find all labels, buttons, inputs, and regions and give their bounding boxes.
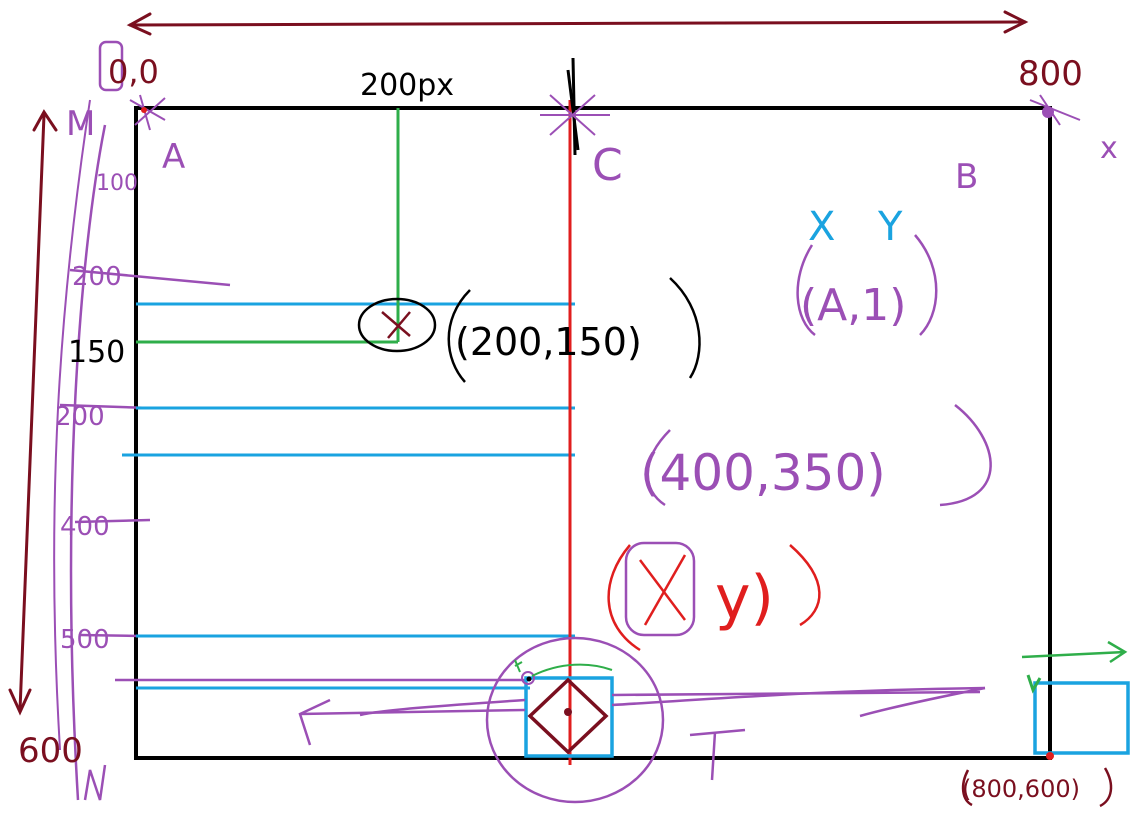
green-guide-lines xyxy=(136,108,400,344)
green-curve-left xyxy=(531,663,613,677)
origin-box xyxy=(98,40,124,92)
paren-left-a xyxy=(796,244,816,336)
coord-400-350-label: (400,350) xyxy=(640,444,886,502)
point-200-150-circle xyxy=(357,297,437,353)
t-mark xyxy=(689,728,746,781)
main-frame xyxy=(134,106,1052,760)
paren-br-left xyxy=(961,769,973,807)
red-paren-left xyxy=(607,544,641,652)
paren-right-200-150 xyxy=(669,277,701,379)
right-x-label: x xyxy=(1100,131,1118,166)
red-x-icon xyxy=(639,554,687,626)
corner-a-dot xyxy=(141,107,147,113)
small-anchor-dot xyxy=(526,676,532,682)
point-b-label: B xyxy=(955,157,978,197)
bottom-left-label: 600 xyxy=(18,731,83,771)
green-check-left xyxy=(514,659,523,673)
origin-label: 0,0 xyxy=(108,53,159,91)
red-y-label: y) xyxy=(715,563,774,633)
paren-left-200-150 xyxy=(447,289,471,383)
xy-x-letter: X xyxy=(808,204,835,250)
top-right-label: 800 xyxy=(1018,54,1083,94)
tick-200a-label: 200 xyxy=(72,262,122,292)
diamond-shape xyxy=(527,677,609,755)
point-a-label: A xyxy=(162,137,185,177)
point-m-label: M xyxy=(66,104,95,144)
tick-400-label: 400 xyxy=(60,512,110,542)
top-width-arrow xyxy=(126,10,1029,36)
tick-200b-label: 200 xyxy=(55,402,105,432)
y-150-label: 150 xyxy=(68,335,125,370)
left-height-arrow xyxy=(8,109,58,716)
xy-y-letter: Y xyxy=(877,204,903,250)
left-purple-curve xyxy=(69,124,107,801)
bottom-right-blue-box xyxy=(1033,681,1130,755)
tick-100-label: 100 xyxy=(96,171,138,196)
star-marker-c xyxy=(540,94,610,136)
red-paren-right xyxy=(789,544,821,627)
paren-right-400-350 xyxy=(939,404,992,507)
x-axis-200px-label: 200px xyxy=(360,68,454,103)
red-x-box xyxy=(624,541,696,637)
paren-left-400-350 xyxy=(646,429,671,507)
bottom-center-circle xyxy=(485,636,665,804)
point-200-150-x-icon xyxy=(381,311,411,339)
point-c-label: C xyxy=(592,140,623,191)
small-anchor-circle xyxy=(521,671,535,685)
bottom-right-coord-label: (800,600) xyxy=(962,775,1080,803)
blue-horizontal-lines xyxy=(122,302,575,690)
green-tick-right xyxy=(1026,674,1042,694)
diamond-center-dot xyxy=(564,708,572,716)
paren-br-right xyxy=(1099,767,1113,808)
left-purple-curve-2 xyxy=(53,99,91,751)
tick-500-label: 500 xyxy=(60,625,110,655)
bottom-center-blue-box xyxy=(524,676,614,758)
coord-200-150-label: (200,150) xyxy=(455,320,642,364)
purple-right-arrow xyxy=(611,686,986,718)
left-ticks xyxy=(59,268,530,682)
n-letter-path xyxy=(83,764,107,801)
top-center-marker xyxy=(566,57,580,156)
purple-left-arrow xyxy=(298,698,526,746)
corner-b-dot xyxy=(1042,106,1054,118)
green-right-arrow xyxy=(1021,640,1128,664)
coord-a-label: (A,1) xyxy=(800,280,906,331)
corner-br-dot xyxy=(1046,752,1054,760)
paren-right-a xyxy=(914,234,938,336)
